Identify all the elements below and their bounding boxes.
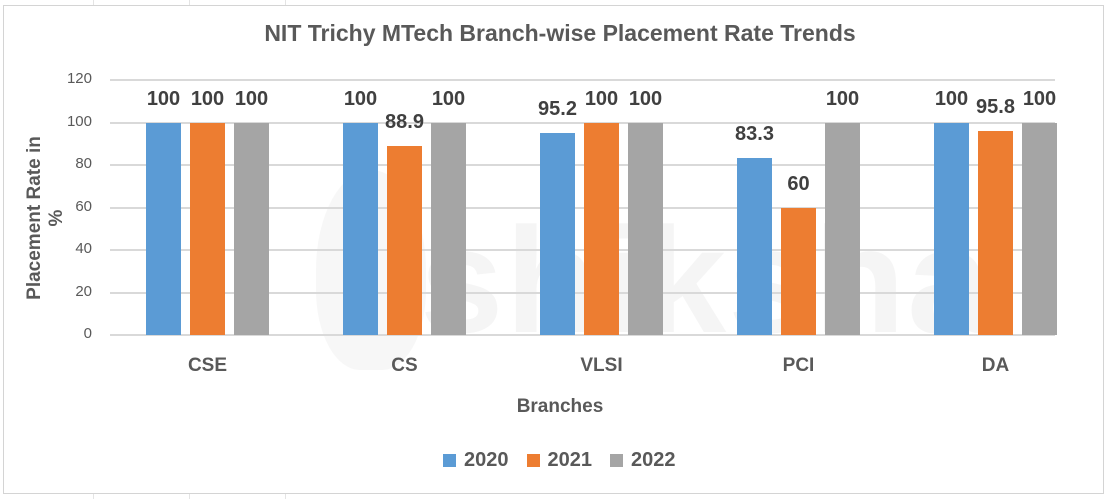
y-tick-label: 20 — [75, 282, 92, 300]
watermark-text: shiksha — [420, 196, 993, 364]
bar-cs-2021[interactable] — [387, 146, 422, 335]
bar-cse-2020[interactable] — [146, 122, 181, 335]
bar-da-2020[interactable] — [934, 122, 969, 335]
data-label: 83.3 — [735, 122, 774, 145]
gridline — [110, 121, 1055, 124]
data-label: 88.9 — [385, 111, 424, 134]
legend-item-2021[interactable]: 2021 — [526, 449, 593, 472]
data-label: 100 — [628, 87, 663, 110]
bar-cse-2021[interactable] — [190, 122, 225, 335]
legend-item-2020[interactable]: 2020 — [443, 449, 509, 472]
legend-swatch-icon — [610, 454, 623, 467]
gridline — [110, 249, 1055, 251]
data-label: 100 — [431, 87, 466, 110]
bar-pci-2020[interactable] — [737, 157, 772, 335]
y-tick-label: 100 — [66, 112, 92, 130]
legend-label: 2020 — [464, 449, 509, 471]
bar-pci-2022[interactable] — [825, 122, 860, 335]
legend-swatch-icon — [526, 454, 540, 467]
y-tick-label: 0 — [83, 325, 92, 342]
gridline — [110, 79, 1055, 81]
gridline — [110, 164, 1055, 166]
bar-da-2022[interactable] — [1022, 122, 1057, 335]
x-category-label: CSE — [187, 355, 228, 376]
data-label: 60 — [787, 172, 810, 195]
bar-pci-2021[interactable] — [781, 207, 816, 335]
data-label: 100 — [343, 87, 378, 110]
chart-title: NIT Trichy MTech Branch-wise Placement R… — [264, 20, 856, 46]
data-label: 100 — [146, 87, 181, 110]
data-label: 95.8 — [976, 96, 1015, 119]
gridline — [110, 334, 1055, 336]
y-tick-label: 40 — [75, 240, 92, 257]
data-label: 95.2 — [538, 97, 577, 120]
legend-label: 2021 — [547, 449, 593, 471]
x-category-label: VLSI — [580, 355, 623, 376]
data-label: 100 — [190, 87, 225, 110]
data-label: 100 — [234, 87, 269, 110]
y-tick-label: 120 — [66, 70, 92, 87]
bar-da-2021[interactable] — [978, 131, 1013, 335]
y-tick-label: 60 — [75, 197, 92, 215]
bar-cse-2022[interactable] — [234, 122, 269, 335]
data-label: 100 — [934, 87, 969, 110]
bar-vlsi-2022[interactable] — [628, 122, 663, 335]
data-label: 100 — [1022, 87, 1057, 110]
legend-item-2022[interactable]: 2022 — [610, 449, 676, 472]
x-category-label: PCI — [782, 355, 815, 376]
bar-cs-2020[interactable] — [343, 122, 378, 335]
legend-swatch-icon — [443, 454, 456, 467]
bar-vlsi-2021[interactable] — [584, 122, 619, 335]
x-category-label: DA — [981, 355, 1010, 376]
y-tick-label: 80 — [75, 155, 92, 172]
bar-vlsi-2020[interactable] — [540, 132, 575, 335]
bar-cs-2022[interactable] — [431, 122, 466, 335]
legend: 2020 2021 2022 — [443, 449, 676, 472]
gridline — [110, 206, 1055, 209]
data-label: 100 — [584, 87, 619, 110]
x-axis-label: Branches — [516, 396, 604, 417]
legend-label: 2022 — [631, 449, 676, 471]
data-label: 100 — [825, 87, 860, 110]
gridline — [110, 291, 1055, 294]
x-category-label: CS — [391, 355, 418, 376]
